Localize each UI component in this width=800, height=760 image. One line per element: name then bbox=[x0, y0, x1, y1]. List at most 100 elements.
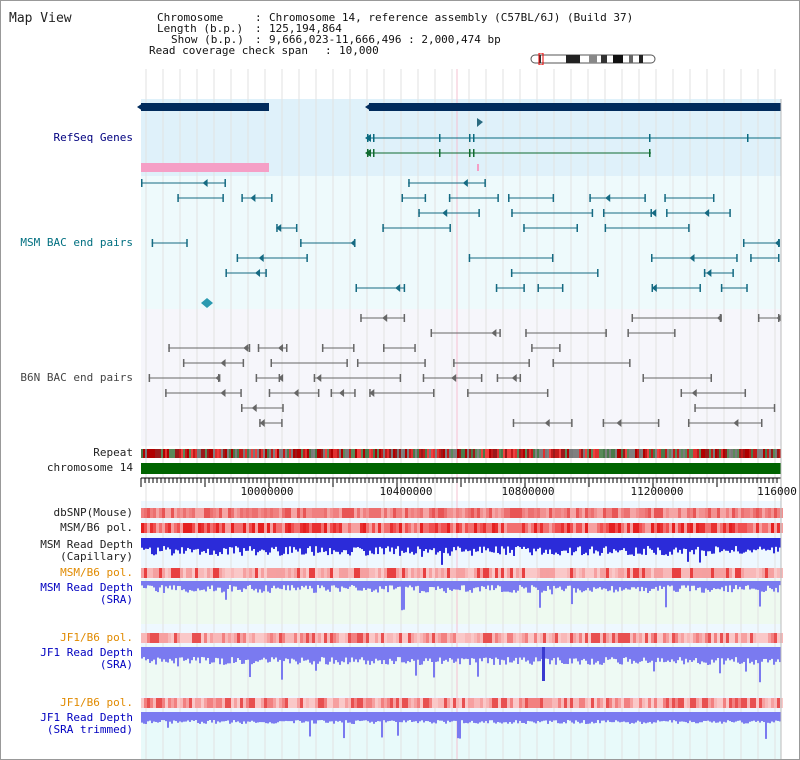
jf1-b6-pol-label-2: JF1/B6 pol. bbox=[60, 696, 133, 709]
msm-read-depth-sra-bar bbox=[769, 581, 771, 589]
msm-read-depth-cap-bar bbox=[621, 538, 623, 550]
b6n-bac-end bbox=[629, 359, 631, 367]
jf1-b6-pol-cell bbox=[594, 698, 597, 708]
refseq-gene-bar[interactable] bbox=[369, 103, 781, 111]
msm-read-depth-cap-bar bbox=[589, 538, 591, 550]
jf1-read-depth-sra-bar bbox=[227, 647, 229, 664]
msm-read-depth-sra-bar bbox=[473, 581, 475, 589]
jf1-read-depth-trim-bar bbox=[537, 712, 539, 721]
b6n-bac-end bbox=[148, 374, 151, 382]
jf1-b6-pol-cell bbox=[441, 633, 444, 643]
jf1-read-depth-trim-bar bbox=[569, 712, 571, 721]
msm-b6-pol-cell bbox=[678, 523, 681, 533]
msm-b6-pol-cell bbox=[618, 568, 621, 578]
msm-read-depth-cap-bar bbox=[263, 538, 265, 551]
jf1-b6-pol-cell bbox=[762, 698, 765, 708]
msm-b6-pol-cell bbox=[696, 523, 699, 533]
dbsnp-cell bbox=[516, 508, 519, 518]
jf1-b6-pol-cell bbox=[450, 633, 453, 643]
repeat-segment bbox=[199, 449, 201, 458]
msm-bac-end bbox=[508, 194, 510, 202]
msm-read-depth-cap-bar bbox=[665, 538, 667, 555]
jf1-read-depth-sra-bar bbox=[397, 647, 399, 658]
msm-b6-pol-cell bbox=[300, 523, 303, 533]
msm-bac-end bbox=[478, 209, 480, 217]
msm-read-depth-sra-bar bbox=[173, 581, 175, 586]
msm-b6-pol-cell bbox=[441, 523, 444, 533]
msm-b6-pol-cell bbox=[636, 523, 639, 533]
msm-read-depth-sra-bar bbox=[773, 581, 775, 592]
msm-b6-pol-cell bbox=[207, 568, 210, 578]
jf1-b6-pol-cell bbox=[372, 633, 375, 643]
msm-read-depth-cap-bar bbox=[345, 538, 347, 551]
jf1-read-depth-trim-bar bbox=[445, 712, 447, 724]
msm-read-depth-cap-bar bbox=[581, 538, 583, 556]
msm-read-depth-sra-bar bbox=[775, 581, 777, 588]
msm-b6-pol-cell bbox=[288, 568, 291, 578]
jf1-read-depth-sra-bar bbox=[247, 647, 249, 660]
jf1-read-depth-trim-bar bbox=[625, 712, 627, 723]
jf1-read-depth-trim-bar bbox=[349, 712, 351, 723]
repeat-segment bbox=[535, 449, 537, 458]
msm-b6-pol-cell bbox=[342, 523, 345, 533]
jf1-b6-pol-cell bbox=[489, 633, 492, 643]
msm-read-depth-sra-label: MSM Read Depth bbox=[40, 581, 133, 594]
msm-read-depth-sra-bar bbox=[259, 581, 261, 590]
msm-read-depth-cap-bar bbox=[215, 538, 217, 555]
repeat-segment bbox=[203, 449, 205, 458]
jf1-read-depth-sra-bar bbox=[311, 647, 313, 665]
msm-b6-pol-cell bbox=[420, 523, 423, 533]
refseq-gene-bar[interactable] bbox=[141, 103, 269, 111]
jf1-read-depth-sra-bar bbox=[709, 647, 711, 665]
jf1-read-depth-sra-bar bbox=[273, 647, 275, 660]
dbsnp-cell bbox=[207, 508, 210, 518]
msm-read-depth-sra-bar bbox=[359, 581, 361, 591]
jf1-b6-pol-cell bbox=[183, 633, 186, 643]
jf1-b6-pol-cell bbox=[441, 698, 444, 708]
jf1-read-depth-sra-bar bbox=[457, 647, 459, 659]
jf1-read-depth-sra-bar bbox=[559, 647, 561, 661]
jf1-read-depth-trim-bar bbox=[489, 712, 491, 721]
jf1-b6-pol-cell bbox=[726, 633, 729, 643]
jf1-read-depth-trim-bar bbox=[513, 712, 515, 723]
msm-b6-pol-cell bbox=[252, 568, 255, 578]
msm-b6-pol-cell bbox=[741, 568, 744, 578]
msm-b6-pol-cell bbox=[558, 568, 561, 578]
msm-b6-pol-cell bbox=[357, 523, 360, 533]
jf1-read-depth-trim-bar bbox=[345, 712, 347, 721]
msm-bac-end bbox=[651, 254, 653, 262]
msm-read-depth-cap-bar bbox=[533, 538, 535, 549]
dbsnp-cell bbox=[186, 508, 189, 518]
jf1-b6-pol-cell bbox=[588, 698, 591, 708]
msm-read-depth-cap-bar bbox=[511, 538, 513, 550]
msm-read-depth-sra-bar bbox=[235, 581, 237, 587]
msm-read-depth-cap-bar bbox=[377, 538, 379, 555]
msm-b6-pol-cell bbox=[516, 568, 519, 578]
jf1-read-depth-trim-bar bbox=[165, 712, 167, 722]
jf1-read-depth-sra-bar bbox=[339, 647, 341, 665]
jf1-read-depth-trim-bar bbox=[271, 712, 273, 724]
jf1-b6-pol-cell bbox=[279, 698, 282, 708]
jf1-read-depth-trim-bar bbox=[403, 712, 405, 721]
repeat-segment bbox=[339, 449, 341, 458]
repeat-segment bbox=[685, 449, 687, 458]
repeat-segment bbox=[547, 449, 549, 458]
jf1-b6-pol-cell bbox=[702, 698, 705, 708]
span-label: Read coverage check span bbox=[149, 44, 308, 57]
msm-read-depth-cap-bar bbox=[207, 538, 209, 549]
jf1-b6-pol-cell bbox=[714, 698, 717, 708]
dbsnp-cell bbox=[687, 508, 690, 518]
msm-read-depth-cap-bar bbox=[403, 538, 405, 553]
dbsnp-cell bbox=[333, 508, 336, 518]
chromosome-ideogram[interactable] bbox=[529, 53, 657, 65]
msm-read-depth-sra-bar bbox=[503, 581, 505, 592]
jf1-read-depth-sra-bar bbox=[431, 647, 433, 663]
b6n-bac-end bbox=[657, 419, 660, 427]
dbsnp-cell bbox=[543, 508, 546, 518]
msm-b6-pol-cell bbox=[159, 568, 162, 578]
msm-bac-end bbox=[597, 269, 599, 277]
jf1-read-depth-trim-bar bbox=[661, 712, 663, 722]
jf1-b6-pol-cell bbox=[513, 633, 516, 643]
jf1-read-depth-sra-bar bbox=[763, 647, 765, 659]
msm-read-depth-sra-bar bbox=[297, 581, 299, 588]
